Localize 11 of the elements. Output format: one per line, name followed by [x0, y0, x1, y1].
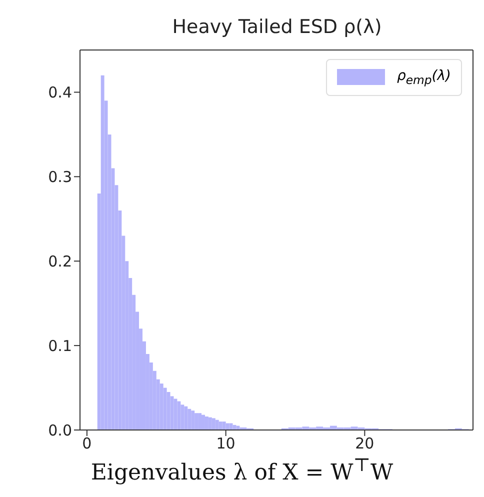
x-tick-label: 0 [82, 434, 92, 453]
legend-label: ρ$_{emp}$(λ) [396, 68, 451, 87]
x-tick-label: 20 [355, 434, 374, 453]
x-axis-title: Eigenvalues λ of X = W$^{⊤}$W [90, 455, 394, 486]
y-tick-label: 0.4 [48, 84, 72, 102]
y-tick-label: 0.1 [48, 336, 72, 355]
chart-title: Heavy Tailed ESD ρ(λ) [171, 16, 383, 38]
y-tick-label: 0.3 [48, 168, 72, 186]
x-tick-label: 10 [216, 434, 236, 453]
y-tick-label: 0.2 [48, 252, 72, 270]
y-tick-label: 0.0 [48, 421, 72, 440]
